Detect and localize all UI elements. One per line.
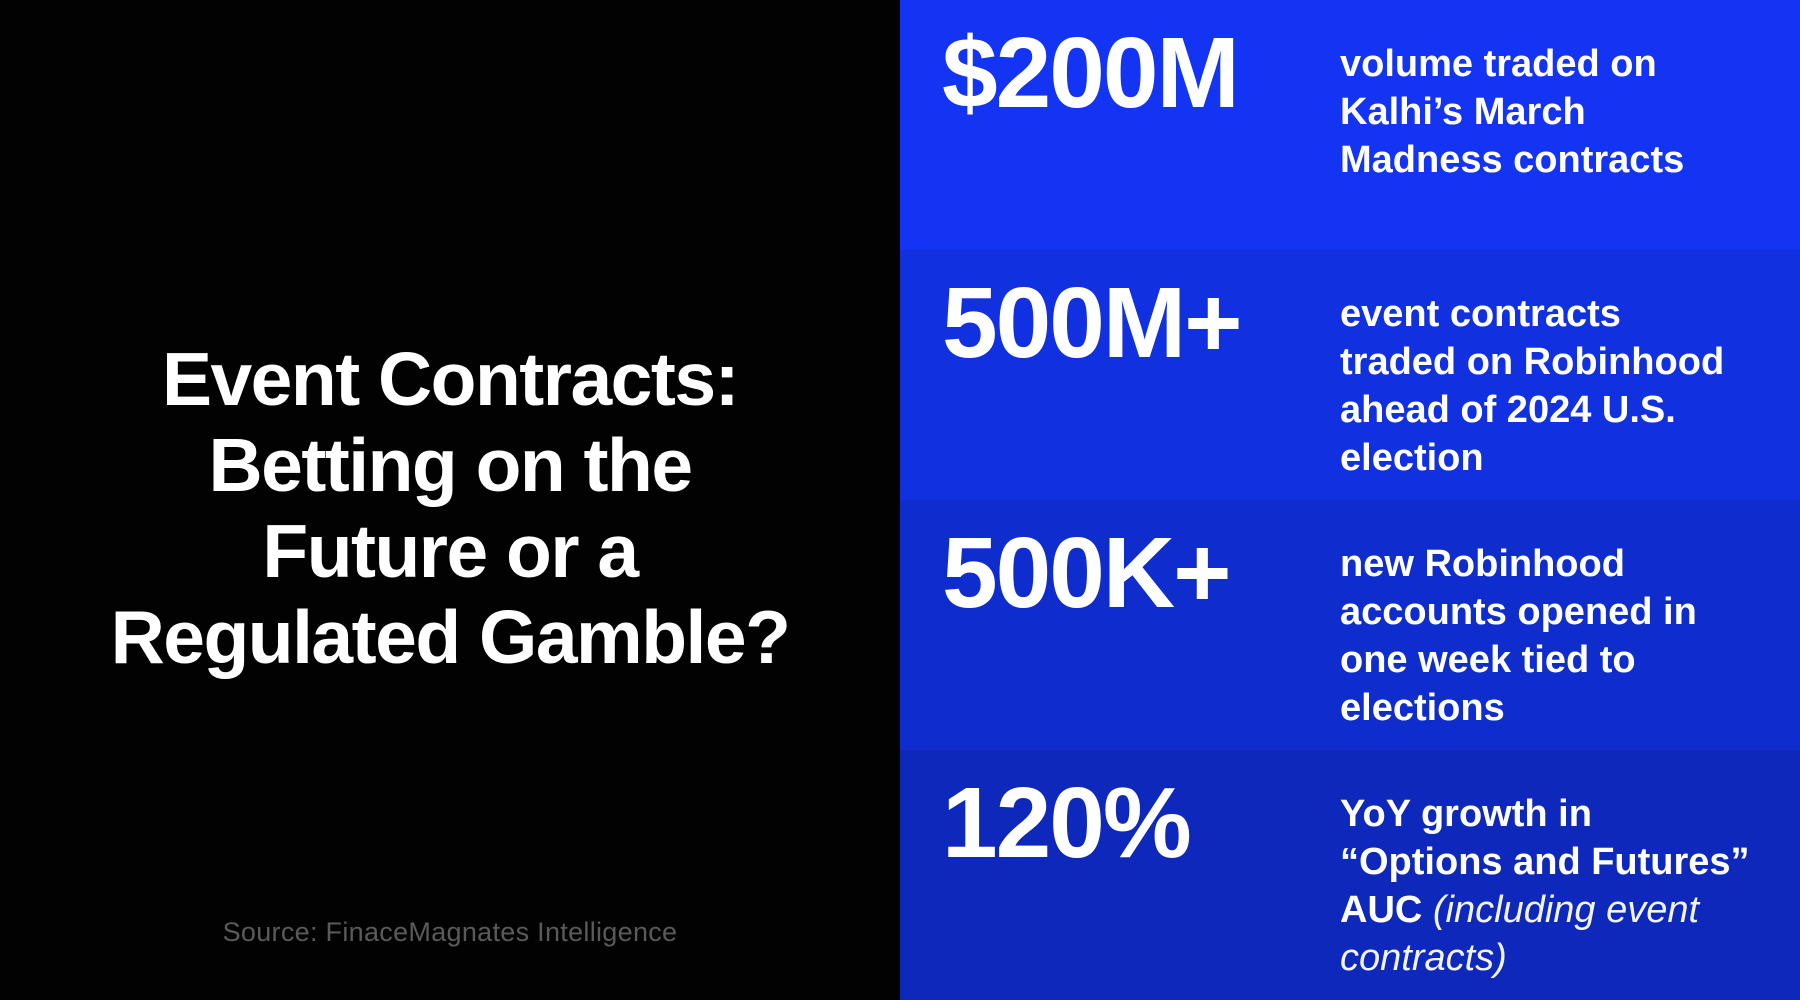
stat-row-new-accounts: 500K+ new Robinhood accounts opened in o… <box>900 500 1800 750</box>
source-note: Source: FinaceMagnates Intelligence <box>222 917 678 947</box>
stat-description: YoY growth in “Options and Futures” AUC … <box>1340 750 1800 1000</box>
stat-row-robinhood-contracts: 500M+ event contracts traded on Robinhoo… <box>900 250 1800 500</box>
stat-description: event contracts traded on Robinhood ahea… <box>1340 250 1800 500</box>
stat-description-italic: (including event contracts) <box>1340 889 1700 979</box>
stat-value: 120% <box>942 767 1192 879</box>
stat-description-text: YoY growth in “Options and Futures” AUC <box>1340 793 1750 931</box>
stat-value: $200M <box>942 17 1240 129</box>
left-panel: Event Contracts: Betting on the Future o… <box>110 337 791 947</box>
stat-description-text: volume traded on Kalhi’s March Madness c… <box>1340 43 1685 181</box>
stat-row-yoy-growth: 120% YoY growth in “Options and Futures”… <box>900 750 1800 1000</box>
stat-description: new Robinhood accounts opened in one wee… <box>1340 500 1800 750</box>
stat-description-text: new Robinhood accounts opened in one wee… <box>1340 543 1697 729</box>
stat-description: volume traded on Kalhi’s March Madness c… <box>1340 0 1800 250</box>
stat-value: 500K+ <box>942 517 1231 629</box>
stat-row-volume: $200M volume traded on Kalhi’s March Mad… <box>900 0 1800 250</box>
stat-value: 500M+ <box>942 267 1243 379</box>
slide-title: Event Contracts: Betting on the Future o… <box>110 337 791 679</box>
stat-description-text: event contracts traded on Robinhood ahea… <box>1340 293 1725 479</box>
stats-panel: $200M volume traded on Kalhi’s March Mad… <box>900 0 1800 1000</box>
